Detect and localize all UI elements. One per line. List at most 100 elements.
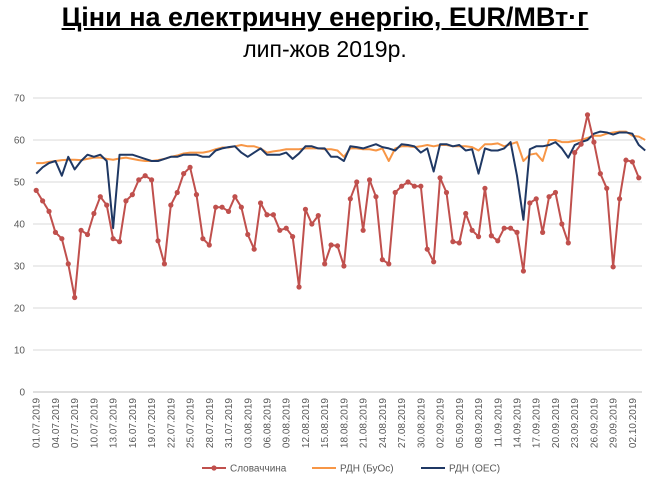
x-tick-label: 16.07.2019 <box>128 398 139 448</box>
data-point <box>392 189 398 196</box>
data-point <box>540 229 546 235</box>
chart-title: Ціни на електричну енергію, EUR/МВт·г <box>61 2 589 32</box>
x-tick-label: 08.09.2019 <box>474 398 485 448</box>
data-point <box>148 177 155 183</box>
data-point <box>386 261 392 267</box>
data-point <box>610 264 616 270</box>
x-tick-label: 09.08.2019 <box>282 398 293 448</box>
x-tick-label: 24.08.2019 <box>378 398 389 448</box>
x-tick-label: 15.08.2019 <box>320 398 331 448</box>
data-point <box>501 225 507 231</box>
x-tick-label: 31.07.2019 <box>224 398 235 448</box>
y-tick-label: 40 <box>14 220 26 231</box>
data-point <box>636 175 642 181</box>
data-point <box>328 242 334 248</box>
data-point <box>78 227 84 233</box>
x-tick-label: 04.07.2019 <box>51 398 62 448</box>
data-point <box>174 189 180 196</box>
data-point <box>334 243 341 249</box>
data-point <box>488 233 494 239</box>
x-tick-label: 29.09.2019 <box>609 398 620 448</box>
data-point <box>507 225 514 231</box>
y-tick-label: 30 <box>14 262 26 273</box>
data-point <box>623 157 629 163</box>
gridlines <box>33 97 642 351</box>
data-point <box>616 196 623 202</box>
data-point <box>411 183 418 189</box>
y-tick-label: 0 <box>19 388 25 399</box>
data-point <box>116 239 123 245</box>
data-point <box>187 164 193 170</box>
x-tick-label: 02.09.2019 <box>436 398 447 448</box>
data-point <box>40 198 46 204</box>
data-point <box>142 173 148 179</box>
data-point <box>405 179 411 185</box>
x-tick-label: 14.09.2019 <box>512 398 523 448</box>
legend-label: РДН (ОЕС) <box>449 464 500 475</box>
data-point <box>181 171 187 177</box>
data-point <box>200 236 206 242</box>
chart-subtitle: лип-жов 2019р. <box>243 36 407 62</box>
data-point <box>219 204 225 210</box>
data-point <box>206 242 212 248</box>
data-point <box>251 246 257 252</box>
series-line <box>36 130 646 165</box>
data-point <box>373 194 379 200</box>
x-tick-label: 25.07.2019 <box>186 398 197 448</box>
data-point <box>520 268 527 274</box>
x-tick-label: 28.07.2019 <box>205 398 216 448</box>
data-point <box>110 236 116 242</box>
data-point <box>245 231 251 238</box>
data-point <box>546 194 552 200</box>
y-tick-label: 60 <box>14 136 26 147</box>
data-point <box>456 240 462 246</box>
data-point <box>495 238 501 244</box>
data-point <box>366 177 373 183</box>
x-tick-label: 10.07.2019 <box>89 398 100 448</box>
data-point <box>277 227 283 233</box>
data-point <box>572 150 578 156</box>
data-point <box>155 238 161 244</box>
data-point <box>84 231 91 238</box>
data-point <box>283 225 289 231</box>
x-tick-label: 13.07.2019 <box>109 398 120 448</box>
x-tick-label: 02.10.2019 <box>628 398 639 448</box>
data-point <box>46 208 52 214</box>
data-point <box>136 177 142 183</box>
y-tick-label: 70 <box>14 94 26 105</box>
data-point <box>264 212 270 218</box>
x-tick-label: 12.08.2019 <box>301 398 312 448</box>
y-tick-label: 20 <box>14 304 26 315</box>
data-point <box>238 204 244 210</box>
x-tick-label: 19.07.2019 <box>147 398 158 448</box>
series-line <box>35 130 646 230</box>
data-point <box>347 196 353 202</box>
data-point <box>123 198 129 204</box>
data-point <box>514 229 520 235</box>
data-point <box>257 200 264 206</box>
x-tick-label: 27.08.2019 <box>397 398 408 448</box>
data-point <box>629 159 635 165</box>
data-point <box>418 183 424 189</box>
x-tick-label: 11.09.2019 <box>493 398 504 448</box>
data-point <box>399 183 405 189</box>
data-point <box>469 227 475 233</box>
data-point <box>591 139 597 145</box>
data-point <box>559 221 565 227</box>
data-point <box>584 112 591 118</box>
data-point <box>533 196 539 202</box>
data-point <box>65 261 71 267</box>
data-point <box>341 263 347 269</box>
data-point <box>597 171 603 177</box>
x-tick-label: 21.08.2019 <box>359 398 370 448</box>
legend-label: РДН (БуОс) <box>340 464 394 475</box>
data-point <box>161 261 168 267</box>
data-point <box>97 194 103 200</box>
x-tick-label: 18.08.2019 <box>339 398 350 448</box>
data-point <box>463 210 469 217</box>
legend-label: Словаччина <box>230 464 287 475</box>
data-point <box>72 294 78 301</box>
data-point <box>302 206 309 212</box>
data-point <box>59 236 65 242</box>
x-tick-label: 03.08.2019 <box>243 398 254 448</box>
